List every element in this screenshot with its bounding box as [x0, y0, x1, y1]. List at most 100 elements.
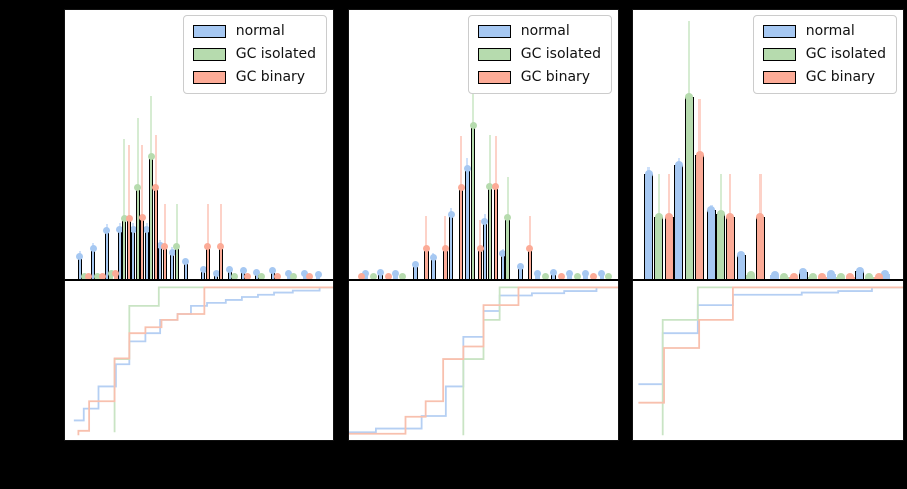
legend-3: normal GC isolated GC binary [752, 15, 897, 94]
error-bar-green [123, 139, 126, 219]
hist-marker-green [469, 122, 477, 130]
cdf-line-green [463, 287, 618, 435]
hist-marker-blue [253, 268, 261, 276]
hist-marker-blue [499, 249, 507, 257]
hist-marker-green [865, 272, 874, 279]
hist-bar-blue [644, 174, 654, 279]
legend-label-normal: normal [520, 23, 570, 39]
hist-marker-red [756, 213, 765, 222]
hist-marker-red [244, 273, 252, 279]
panel-1: normal GC isolated GC binary [64, 9, 334, 442]
hist-plot-2: normal GC isolated GC binary [348, 9, 619, 281]
hist-marker-red [492, 182, 500, 190]
hist-bar-red [127, 218, 132, 279]
hist-marker-blue [392, 270, 400, 278]
panel-2: normal GC isolated GC binary [348, 9, 619, 442]
hist-marker-red [558, 273, 565, 279]
cdf-plot-area-1 [65, 281, 333, 440]
hist-bar-red [424, 248, 429, 279]
error-bar-green [719, 174, 722, 215]
hist-marker-green [147, 153, 155, 161]
cdf-line-blue [638, 287, 903, 384]
hist-marker-green [289, 273, 297, 279]
hist-bar-green [149, 156, 154, 279]
hist-marker-blue [103, 227, 111, 235]
legend-label-gc-isolated: GC isolated [235, 46, 316, 62]
hist-marker-red [526, 244, 534, 252]
hist-marker-red [384, 273, 392, 279]
hist-bar-red [477, 248, 483, 279]
hist-marker-green [746, 270, 755, 279]
hist-marker-blue [644, 170, 653, 179]
hist-marker-blue [566, 270, 574, 278]
legend-swatch-gc-binary-icon [192, 71, 226, 84]
legend-swatch-gc-binary-icon [762, 71, 796, 84]
hist-marker-blue [463, 165, 471, 173]
hist-bar-green [470, 125, 476, 279]
hist-marker-blue [855, 266, 864, 275]
hist-bar-red [725, 217, 735, 279]
hist-marker-green [173, 243, 181, 251]
cdf-line-green [663, 287, 903, 435]
hist-marker-blue [737, 250, 745, 259]
hist-bar-blue [144, 229, 149, 279]
hist-bar-blue [500, 253, 506, 279]
legend-label-gc-binary: GC binary [805, 69, 876, 85]
cdf-plot-3 [632, 281, 904, 441]
legend-label-normal: normal [805, 23, 855, 39]
legend-swatch-gc-isolated-icon [762, 48, 796, 61]
hist-marker-red [152, 184, 160, 192]
hist-marker-blue [770, 270, 779, 279]
legend-label-normal: normal [235, 23, 285, 39]
hist-marker-red [476, 244, 484, 252]
legend-item-gc-isolated: GC isolated [192, 46, 316, 63]
hist-marker-blue [212, 269, 220, 277]
hist-bar-blue [448, 214, 454, 279]
hist-marker-blue [143, 225, 151, 233]
hist-marker-green [574, 273, 582, 279]
cdf-plot-area-3 [633, 281, 903, 440]
hist-marker-blue [314, 271, 322, 279]
legend-swatch-gc-isolated-icon [477, 48, 511, 61]
hist-marker-green [654, 213, 663, 222]
hist-marker-blue [226, 266, 234, 274]
hist-marker-blue [881, 269, 890, 278]
error-bar-red [667, 174, 671, 218]
error-bar-red [460, 136, 463, 188]
hist-marker-green [780, 272, 789, 279]
hist-bar-green [135, 187, 140, 279]
error-bar-red [479, 219, 481, 249]
error-bar-red [163, 203, 166, 247]
hist-marker-red [441, 244, 449, 252]
hist-marker-red [204, 243, 212, 251]
hist-marker-blue [674, 160, 683, 169]
legend-swatch-gc-binary-icon [477, 71, 511, 84]
hist-marker-blue [411, 260, 419, 268]
error-bar-red [728, 174, 732, 218]
hist-bar-green [684, 97, 694, 279]
error-bar-green [150, 96, 153, 157]
hist-marker-blue [156, 241, 164, 249]
hist-marker-green [107, 270, 115, 278]
hist-marker-red [305, 273, 313, 279]
error-bar-red [759, 174, 762, 218]
hist-marker-blue [285, 270, 293, 278]
hist-marker-blue [76, 252, 84, 260]
legend-item-normal: normal [192, 23, 316, 40]
legend-item-gc-binary: GC binary [192, 69, 316, 86]
hist-bar-green [654, 217, 664, 279]
hist-marker-green [605, 273, 613, 279]
hist-bar-green [122, 218, 127, 279]
hist-marker-blue [377, 268, 385, 276]
hist-marker-red [874, 272, 883, 279]
hist-marker-green [808, 272, 817, 279]
hist-plot-1: normal GC isolated GC binary [64, 9, 334, 281]
hist-bar-red [218, 246, 223, 279]
error-bar-red [444, 215, 447, 249]
hist-marker-blue [129, 225, 137, 233]
cdf-line-green [115, 287, 333, 432]
hist-marker-red [422, 244, 430, 252]
error-bar-green [687, 20, 691, 98]
hist-bar-green [174, 246, 179, 279]
